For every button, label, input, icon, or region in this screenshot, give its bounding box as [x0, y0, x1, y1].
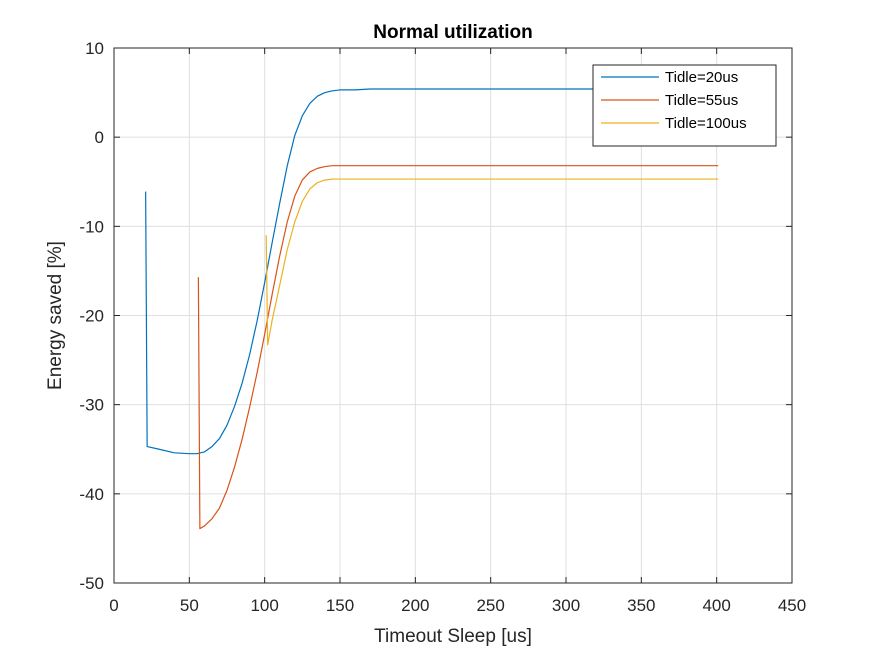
x-tick-label: 350: [627, 596, 655, 615]
y-tick-label: 10: [85, 39, 104, 58]
y-tick-label: 0: [95, 128, 104, 147]
legend: Tidle=20us Tidle=55us Tidle=100us: [592, 64, 777, 147]
plot-area: 0 50 100 150 200 250 300 350 400 450-50-40-30-20-…: [45, 22, 806, 647]
legend-box: [592, 64, 777, 147]
x-tick-label: 450: [778, 596, 806, 615]
x-tick-label: 0: [109, 596, 118, 615]
x-tick-label: 200: [401, 596, 429, 615]
x-tick-label: 300: [552, 596, 580, 615]
x-tick-label: 100: [250, 596, 278, 615]
legend-label: Tidle=100us: [665, 115, 747, 132]
series-line-3: [265, 178, 719, 346]
y-tick-label: -20: [79, 307, 104, 326]
y-axis-label: Energy saved [%]: [45, 241, 66, 390]
series-line-1: [145, 88, 719, 455]
x-tick-label: 50: [180, 596, 199, 615]
y-tick-label: -30: [79, 396, 104, 415]
y-tick-label: -10: [79, 217, 104, 236]
y-tick-label: -40: [79, 485, 104, 504]
x-axis-label: Timeout Sleep [us]: [374, 626, 532, 647]
x-tick-label: 250: [476, 596, 504, 615]
legend-label: Tidle=20us: [665, 69, 738, 86]
x-tick-label: 400: [702, 596, 730, 615]
legend-label: Tidle=55us: [665, 92, 738, 109]
chart-title: Normal utilization: [373, 22, 532, 43]
y-tick-label: -50: [79, 574, 104, 593]
series-line-2: [197, 165, 719, 530]
x-tick-label: 150: [326, 596, 354, 615]
